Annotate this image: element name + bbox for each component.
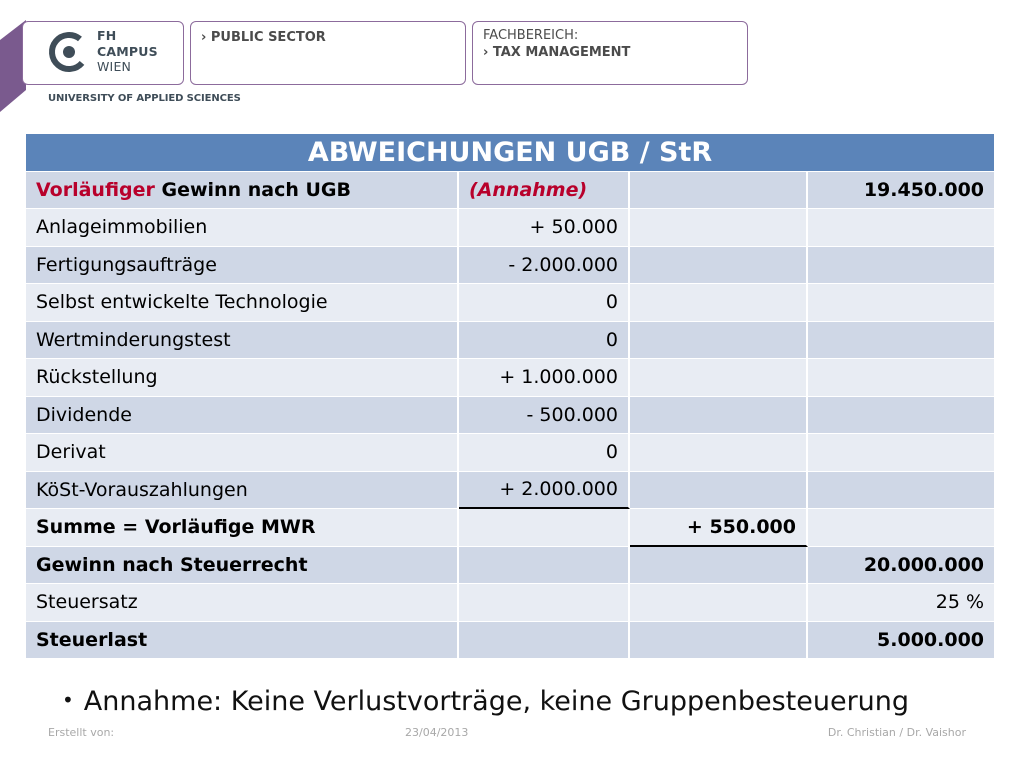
table-row: Anlageimmobilien + 50.000	[26, 209, 995, 247]
row-total: 5.000.000	[808, 621, 995, 659]
row-note: (Annahme)	[459, 171, 630, 209]
empty-cell	[630, 359, 808, 397]
table-row: Wertminderungstest 0	[26, 321, 995, 359]
empty-cell	[808, 284, 995, 322]
row-label: Anlageimmobilien	[26, 209, 459, 247]
footer-created-by: Erstellt von:	[48, 726, 115, 739]
table-title: ABWEICHUNGEN UGB / StR	[26, 134, 995, 172]
row-label: Summe = Vorläufige MWR	[26, 509, 459, 547]
empty-cell	[459, 509, 630, 547]
empty-cell	[630, 171, 808, 209]
logo-text: FH CAMPUS WIEN	[97, 28, 158, 75]
table-row: Dividende - 500.000	[26, 396, 995, 434]
chevron-right-icon: ›	[201, 30, 207, 45]
row-label: Fertigungsaufträge	[26, 246, 459, 284]
label-rest: Gewinn nach UGB	[154, 178, 351, 201]
row-value: 0	[459, 434, 630, 472]
row-value: + 50.000	[459, 209, 630, 247]
row-value: + 550.000	[630, 509, 808, 547]
table-title-row: ABWEICHUNGEN UGB / StR	[26, 134, 995, 172]
empty-cell	[630, 396, 808, 434]
empty-cell	[808, 509, 995, 547]
table-row: Selbst entwickelte Technologie 0	[26, 284, 995, 322]
footer-author: Dr. Christian / Dr. Vaishor	[827, 726, 966, 739]
row-label: Steuersatz	[26, 584, 459, 622]
row-label: KöSt-Vorauszahlungen	[26, 471, 459, 509]
logo-box: FH CAMPUS WIEN	[22, 21, 184, 85]
row-label: Gewinn nach Steuerrecht	[26, 546, 459, 584]
assumption-text: Annahme: Keine Verlustvorträge, keine Gr…	[83, 686, 910, 717]
empty-cell	[630, 284, 808, 322]
row-total: 20.000.000	[808, 546, 995, 584]
table-row-steuerlast: Steuerlast 5.000.000	[26, 621, 995, 659]
logo-line-2: CAMPUS	[97, 43, 158, 59]
row-value: - 500.000	[459, 396, 630, 434]
university-label: UNIVERSITY OF APPLIED SCIENCES	[48, 93, 241, 104]
sector-label: › PUBLIC SECTOR	[201, 30, 326, 45]
row-label: Vorläufiger Gewinn nach UGB	[26, 171, 459, 209]
empty-cell	[808, 246, 995, 284]
row-label: Steuerlast	[26, 621, 459, 659]
fachbereich-box: FACHBEREICH: › TAX MANAGEMENT	[472, 21, 748, 85]
row-label: Selbst entwickelte Technologie	[26, 284, 459, 322]
empty-cell	[630, 321, 808, 359]
table-row: Derivat 0	[26, 434, 995, 472]
bullet-icon: •	[62, 688, 74, 712]
row-label: Derivat	[26, 434, 459, 472]
table-row-gewinn: Gewinn nach Steuerrecht 20.000.000	[26, 546, 995, 584]
row-total: 19.450.000	[808, 171, 995, 209]
empty-cell	[459, 546, 630, 584]
row-value: + 2.000.000	[459, 471, 630, 509]
empty-cell	[808, 471, 995, 509]
footer-date: 23/04/2013	[405, 726, 469, 739]
row-total: 25 %	[808, 584, 995, 622]
row-value: 0	[459, 321, 630, 359]
empty-cell	[459, 621, 630, 659]
logo-line-3: WIEN	[97, 59, 132, 74]
abweichungen-table: ABWEICHUNGEN UGB / StR Vorläufiger Gewin…	[26, 134, 995, 659]
assumption-note: • Annahme: Keine Verlustvorträge, keine G…	[62, 686, 909, 717]
empty-cell	[808, 209, 995, 247]
empty-cell	[630, 584, 808, 622]
table-row: KöSt-Vorauszahlungen + 2.000.000	[26, 471, 995, 509]
row-value: + 1.000.000	[459, 359, 630, 397]
fachbereich-value-text: TAX MANAGEMENT	[492, 45, 631, 60]
public-sector-box: › PUBLIC SECTOR	[190, 21, 466, 85]
empty-cell	[630, 471, 808, 509]
empty-cell	[630, 209, 808, 247]
row-value: - 2.000.000	[459, 246, 630, 284]
fh-campus-logo-icon	[49, 32, 89, 72]
fachbereich-label: FACHBEREICH:	[483, 28, 579, 43]
note-text: (Annahme)	[469, 178, 588, 201]
sector-text: PUBLIC SECTOR	[210, 30, 326, 45]
fachbereich-value: › TAX MANAGEMENT	[483, 45, 630, 60]
row-label: Rückstellung	[26, 359, 459, 397]
chevron-right-icon: ›	[483, 45, 489, 60]
table-row: Rückstellung + 1.000.000	[26, 359, 995, 397]
empty-cell	[459, 584, 630, 622]
empty-cell	[630, 546, 808, 584]
empty-cell	[630, 246, 808, 284]
table-row: Vorläufiger Gewinn nach UGB (Annahme) 19…	[26, 171, 995, 209]
empty-cell	[630, 434, 808, 472]
empty-cell	[630, 621, 808, 659]
logo-line-1: FH	[97, 28, 117, 43]
label-highlight: Vorläufiger	[36, 178, 155, 201]
empty-cell	[808, 359, 995, 397]
row-label: Wertminderungstest	[26, 321, 459, 359]
row-value: 0	[459, 284, 630, 322]
empty-cell	[808, 396, 995, 434]
table-row-steuersatz: Steuersatz 25 %	[26, 584, 995, 622]
row-label: Dividende	[26, 396, 459, 434]
empty-cell	[808, 434, 995, 472]
corner-decoration	[0, 20, 26, 112]
table-row-summe: Summe = Vorläufige MWR + 550.000	[26, 509, 995, 547]
table-row: Fertigungsaufträge - 2.000.000	[26, 246, 995, 284]
empty-cell	[808, 321, 995, 359]
